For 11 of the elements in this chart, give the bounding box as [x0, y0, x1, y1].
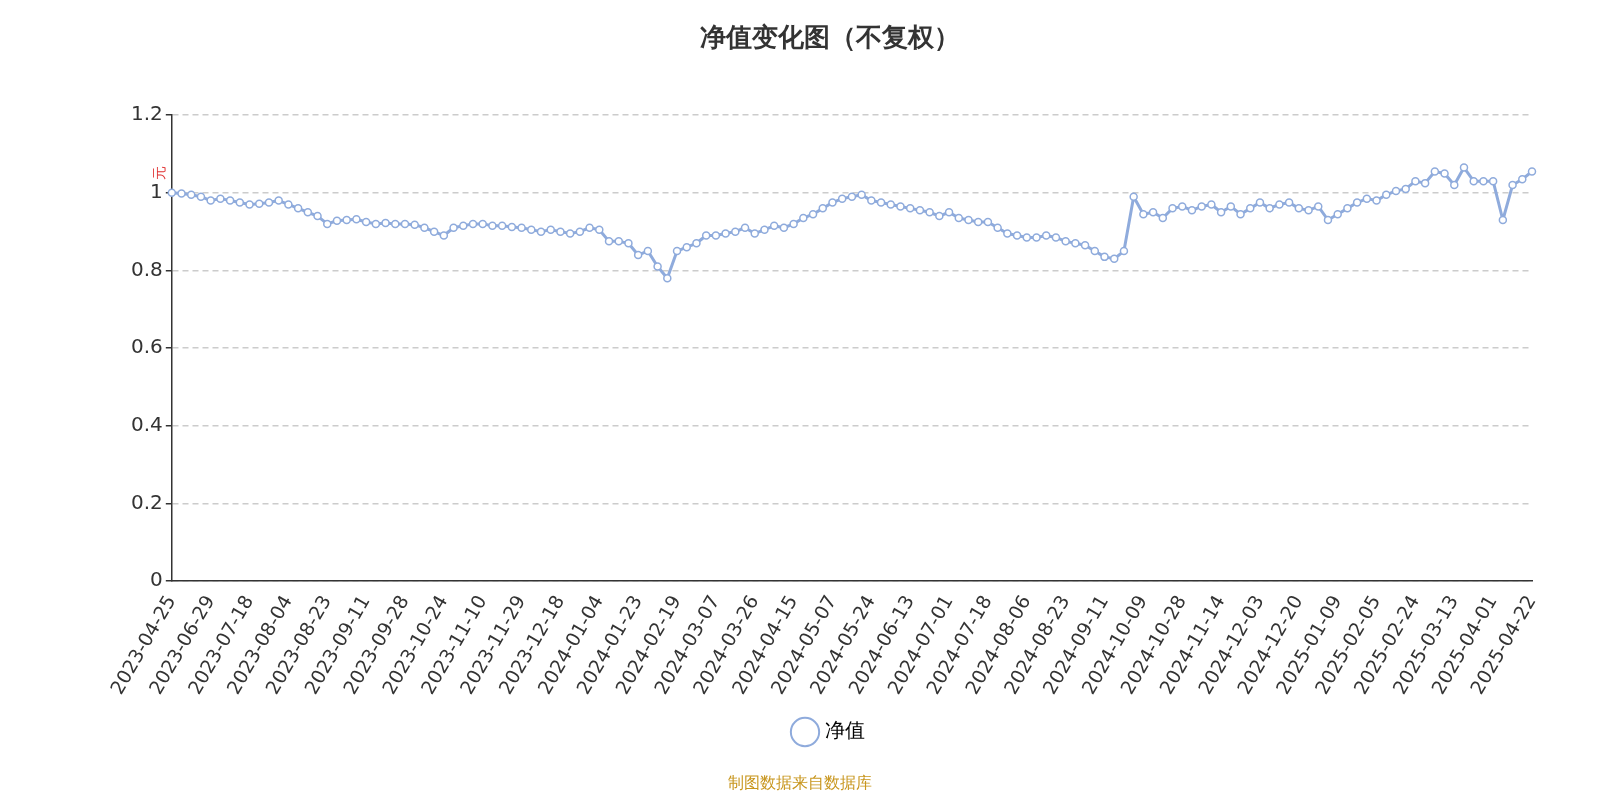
- y-tick-label: 1.2: [130, 101, 163, 126]
- chart-title: 净值变化图（不复权）: [700, 22, 960, 53]
- y-tick-label: 0.4: [130, 411, 163, 436]
- y-tick-label: 0: [150, 567, 163, 592]
- text: 制图数据来自数据库: [728, 773, 872, 793]
- y-tick-label: 0.6: [130, 334, 163, 359]
- y-tick-label: 0.2: [130, 489, 163, 514]
- y-tick-label: 1: [150, 179, 163, 204]
- y-axis-title: 元: [150, 165, 167, 180]
- legend-label: 净值: [825, 718, 865, 743]
- y-tick-label: 0.8: [130, 256, 163, 281]
